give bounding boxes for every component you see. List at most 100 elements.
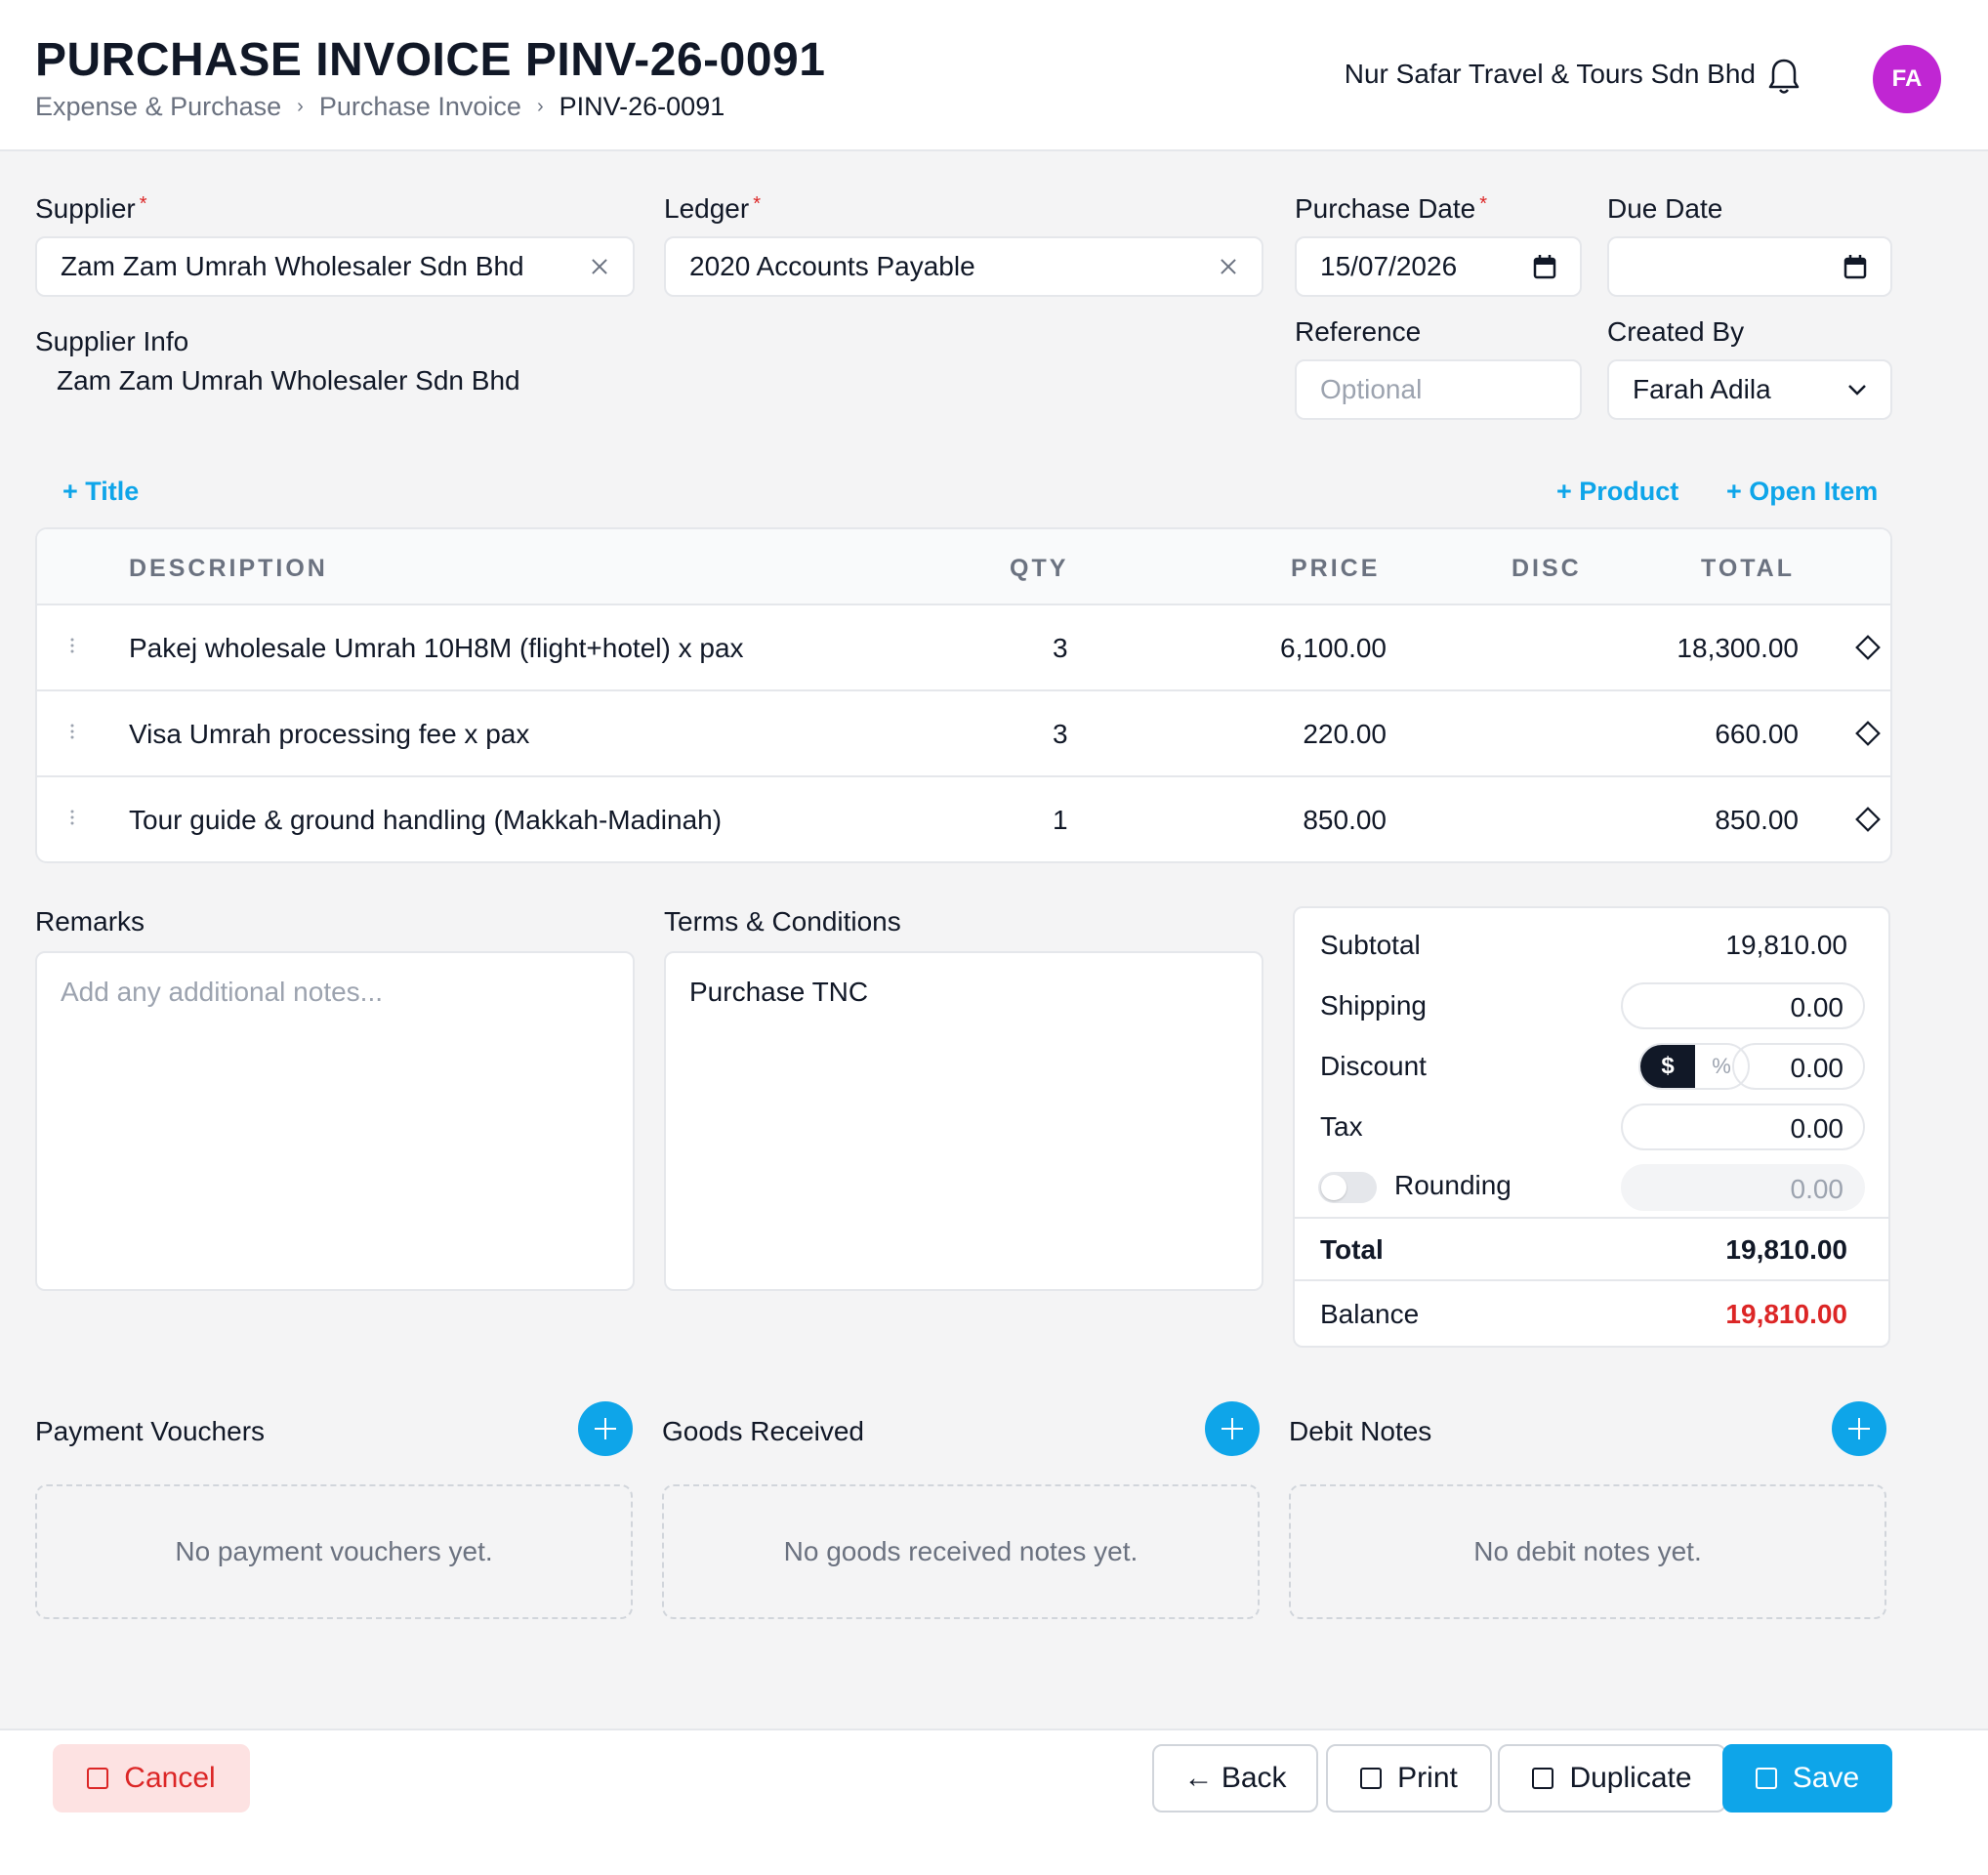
supplier-value: Zam Zam Umrah Wholesaler Sdn Bhd [61,251,524,281]
print-icon [1360,1768,1383,1789]
supplier-label: Supplier * [35,193,147,224]
row-total: 18,300.00 [1677,633,1799,663]
rounding-input: 0.00 [1621,1164,1865,1211]
back-button[interactable]: ← Back [1152,1744,1318,1812]
shipping-input[interactable]: 0.00 [1621,982,1865,1029]
required-asterisk: * [1479,193,1488,215]
back-label: ← Back [1183,1762,1287,1794]
row-description: Tour guide & ground handling (Makkah-Mad… [129,805,723,835]
avatar[interactable]: FA [1873,45,1941,113]
supplier-info-value: Zam Zam Umrah Wholesaler Sdn Bhd [57,365,520,396]
table-header: DESCRIPTION QTY PRICE DISC TOTAL [37,529,1890,605]
add-product-button[interactable]: + Product [1556,477,1679,506]
row-qty: 3 [1053,633,1068,663]
page-header: PURCHASE INVOICE PINV-26-0091 Expense & … [0,0,1988,151]
line-items-table: DESCRIPTION QTY PRICE DISC TOTAL Pakej w… [35,527,1892,863]
bell-icon[interactable] [1767,57,1801,96]
supplier-select[interactable]: Zam Zam Umrah Wholesaler Sdn Bhd [35,236,635,297]
summary-panel: Subtotal 19,810.00 Shipping 0.00 Discoun… [1293,906,1890,1348]
goods-received-empty: No goods received notes yet. [662,1484,1260,1619]
row-price: 6,100.00 [1280,633,1387,663]
subtotal-value: 19,810.00 [1725,930,1847,960]
purchase-date-input[interactable]: 15/07/2026 [1295,236,1582,297]
add-open-item-button[interactable]: + Open Item [1726,477,1879,506]
created-by-select[interactable]: Farah Adila [1607,359,1892,420]
discount-mode-amount[interactable]: $ [1640,1045,1695,1088]
diamond-icon[interactable] [1855,721,1881,746]
discount-input[interactable]: 0.00 [1732,1043,1865,1090]
save-label: Save [1792,1762,1860,1794]
drag-handle-icon[interactable] [68,809,76,826]
column-qty: QTY [1010,555,1069,582]
toggle-knob [1321,1175,1346,1200]
drag-handle-icon[interactable] [68,723,76,740]
breadcrumb-separator-icon: › [536,96,544,117]
add-payment-voucher-button[interactable] [578,1401,633,1456]
debit-notes-empty: No debit notes yet. [1289,1484,1886,1619]
drag-handle-icon[interactable] [68,637,76,654]
remarks-label: Remarks [35,906,145,937]
remarks-textarea[interactable]: Add any additional notes... [35,951,635,1291]
column-disc: DISC [1512,555,1582,582]
breadcrumb-item-expense-purchase[interactable]: Expense & Purchase [35,92,282,121]
discount-label: Discount [1320,1051,1427,1081]
rounding-label: Rounding [1394,1170,1512,1200]
purchase-date-label: Purchase Date * [1295,193,1488,224]
reference-placeholder: Optional [1320,374,1423,404]
created-by-value: Farah Adila [1633,374,1771,404]
add-title-button[interactable]: + Title [62,477,140,506]
balance-label: Balance [1320,1299,1420,1329]
company-name: Nur Safar Travel & Tours Sdn Bhd [1344,59,1756,89]
ledger-value: 2020 Accounts Payable [689,251,975,281]
purchase-date-value: 15/07/2026 [1320,251,1458,281]
terms-value: Purchase TNC [689,977,869,1007]
debit-notes-title: Debit Notes [1289,1416,1432,1446]
row-qty: 1 [1053,805,1068,835]
total-label: Total [1320,1234,1384,1265]
chevron-down-icon [1848,385,1866,396]
terms-label: Terms & Conditions [664,906,901,937]
remarks-placeholder: Add any additional notes... [61,977,384,1007]
cancel-icon [87,1768,109,1789]
add-goods-received-button[interactable] [1205,1401,1260,1456]
diamond-icon[interactable] [1855,635,1881,660]
table-row[interactable]: Pakej wholesale Umrah 10H8M (flight+hote… [37,605,1890,691]
page-title: PURCHASE INVOICE PINV-26-0091 [35,34,826,86]
save-button[interactable]: Save [1722,1744,1892,1812]
clear-icon[interactable] [1219,257,1238,276]
payment-vouchers-title: Payment Vouchers [35,1416,266,1446]
discount-mode-percent[interactable]: % [1712,1054,1731,1078]
divider [1295,1217,1888,1219]
breadcrumb-item-purchase-invoice[interactable]: Purchase Invoice [318,92,521,121]
calendar-icon[interactable] [1533,254,1556,279]
duplicate-button[interactable]: Duplicate [1498,1744,1726,1812]
due-date-input[interactable] [1607,236,1892,297]
breadcrumb-separator-icon: › [297,96,304,117]
breadcrumb: Expense & Purchase › Purchase Invoice › … [35,92,725,122]
divider [1295,1279,1888,1281]
duplicate-label: Duplicate [1569,1762,1692,1794]
required-asterisk: * [753,193,761,215]
discount-mode-toggle[interactable]: $ % [1638,1043,1750,1090]
row-price: 220.00 [1303,719,1387,749]
ledger-select[interactable]: 2020 Accounts Payable [664,236,1263,297]
save-icon [1755,1768,1777,1789]
cancel-label: Cancel [124,1762,216,1794]
row-qty: 3 [1053,719,1068,749]
calendar-icon[interactable] [1843,254,1867,279]
terms-textarea[interactable]: Purchase TNC [664,951,1263,1291]
diamond-icon[interactable] [1855,807,1881,832]
print-button[interactable]: Print [1326,1744,1492,1812]
reference-input[interactable]: Optional [1295,359,1582,420]
breadcrumb-item-current: PINV-26-0091 [559,92,725,121]
row-price: 850.00 [1303,805,1387,835]
cancel-button[interactable]: Cancel [53,1744,250,1812]
rounding-toggle[interactable] [1318,1172,1377,1203]
tax-input[interactable]: 0.00 [1621,1104,1865,1150]
add-debit-note-button[interactable] [1832,1401,1886,1456]
clear-icon[interactable] [590,257,609,276]
table-row[interactable]: Tour guide & ground handling (Makkah-Mad… [37,777,1890,861]
created-by-label: Created By [1607,316,1745,347]
table-row[interactable]: Visa Umrah processing fee x pax 3 220.00… [37,691,1890,777]
payment-vouchers-empty: No payment vouchers yet. [35,1484,633,1619]
